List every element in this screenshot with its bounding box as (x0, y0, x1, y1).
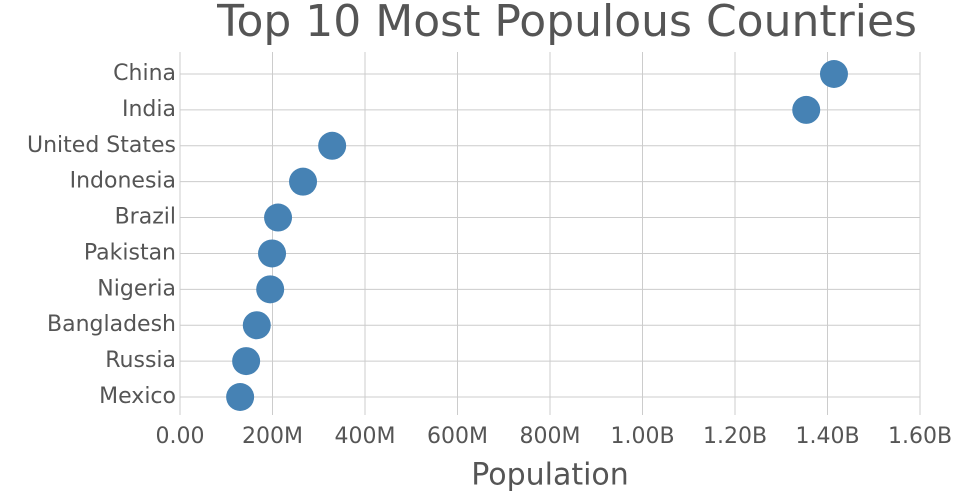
y-tick-label: Indonesia (70, 169, 176, 194)
y-tick-label: Mexico (99, 384, 176, 409)
dot (819, 60, 848, 88)
chart-title: Top 10 Most Populous Countries (216, 0, 917, 47)
x-tick-label: 0.00 (156, 424, 205, 449)
y-tick-label: China (113, 61, 176, 86)
x-tick-label: 600M (427, 424, 488, 449)
dot (256, 275, 285, 304)
y-tick-label: Pakistan (84, 240, 176, 265)
dot (258, 239, 287, 268)
y-tick-label: Bangladesh (47, 312, 176, 337)
x-tick-label: 400M (335, 424, 396, 449)
dot (242, 311, 271, 340)
dot (226, 383, 255, 411)
y-tick-label: Brazil (115, 205, 176, 230)
x-tick-label: 800M (520, 424, 581, 449)
x-tick-label: 1.20B (703, 424, 767, 449)
y-tick-label: United States (27, 133, 176, 158)
dot (264, 203, 293, 232)
dot (232, 347, 261, 376)
dot (289, 167, 318, 196)
dot (792, 95, 821, 124)
x-tick-label: 1.40B (795, 424, 859, 449)
x-tick-label: 200M (242, 424, 303, 449)
x-tick-label: 1.00B (610, 424, 674, 449)
x-axis-title: Population (471, 458, 629, 493)
y-tick-label: Nigeria (97, 276, 176, 301)
dot (318, 131, 347, 160)
y-tick-label: Russia (105, 348, 176, 373)
y-tick-label: India (122, 97, 176, 122)
x-tick-label: 1.60B (888, 424, 952, 449)
